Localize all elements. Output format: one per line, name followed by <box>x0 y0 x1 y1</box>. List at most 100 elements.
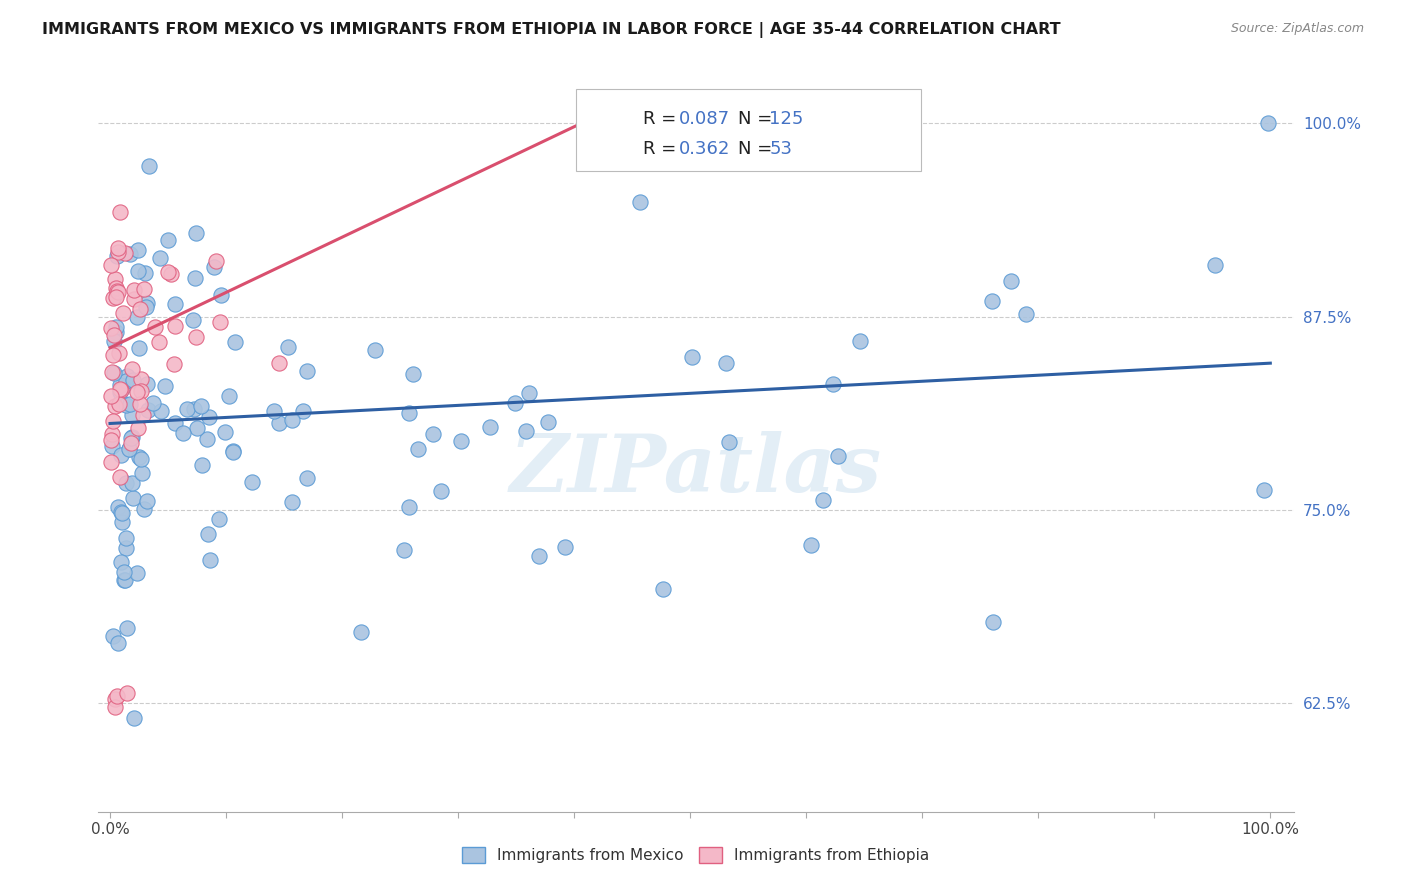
Point <box>108 346 131 360</box>
Point <box>136 494 159 508</box>
Point <box>101 629 124 643</box>
Point <box>652 582 675 597</box>
Text: R =: R = <box>643 110 682 128</box>
Point <box>1257 116 1279 130</box>
Text: N =: N = <box>738 110 778 128</box>
Point <box>128 396 150 410</box>
Point <box>100 365 122 379</box>
Point <box>103 366 125 380</box>
Point <box>105 280 128 294</box>
Point <box>104 699 127 714</box>
Point <box>149 404 172 418</box>
Point <box>134 266 156 280</box>
Text: ZIPatlas: ZIPatlas <box>510 432 882 508</box>
Point <box>118 442 141 456</box>
Point <box>190 458 212 473</box>
Point <box>104 399 127 413</box>
Point <box>115 368 138 383</box>
Point <box>127 310 149 325</box>
Point <box>122 283 145 297</box>
Point <box>101 291 124 305</box>
Point <box>104 271 127 285</box>
Point <box>120 397 142 411</box>
Point <box>108 397 131 411</box>
Point <box>536 415 558 429</box>
Point <box>134 282 156 296</box>
Point <box>263 404 285 418</box>
Point <box>295 471 318 485</box>
Point <box>127 384 149 399</box>
Point <box>827 449 849 463</box>
Point <box>554 541 576 555</box>
Point <box>163 416 186 430</box>
Point <box>267 356 290 370</box>
Point <box>115 621 138 635</box>
Text: 53: 53 <box>769 140 792 158</box>
Point <box>218 389 240 403</box>
Point <box>114 573 136 587</box>
Point <box>135 301 157 315</box>
Point <box>195 432 218 446</box>
Point <box>110 505 132 519</box>
Point <box>111 306 134 320</box>
Point <box>184 329 207 343</box>
Point <box>143 320 166 334</box>
Point <box>131 466 153 480</box>
Point <box>108 205 131 219</box>
Point <box>117 685 139 699</box>
Point <box>107 241 129 255</box>
Point <box>202 260 225 274</box>
Point <box>112 380 135 394</box>
Point <box>292 404 315 418</box>
Point <box>350 624 373 639</box>
Point <box>135 377 157 392</box>
Point <box>118 247 141 261</box>
Point <box>136 295 159 310</box>
Point <box>100 258 122 272</box>
Point <box>402 367 425 381</box>
Text: 0.087: 0.087 <box>679 110 730 128</box>
Point <box>208 512 231 526</box>
Point <box>222 444 245 458</box>
Point <box>281 494 304 508</box>
Point <box>1204 258 1226 272</box>
Point <box>114 246 136 260</box>
Point <box>162 357 184 371</box>
Point <box>131 408 153 422</box>
Point <box>398 500 420 514</box>
Point <box>240 475 263 489</box>
Point <box>222 444 245 458</box>
Point <box>406 442 429 456</box>
Point <box>100 433 122 447</box>
Point <box>1253 483 1275 498</box>
Point <box>157 233 180 247</box>
Point <box>110 448 132 462</box>
Point <box>183 270 205 285</box>
Text: Source: ZipAtlas.com: Source: ZipAtlas.com <box>1230 22 1364 36</box>
Point <box>714 356 737 370</box>
Point <box>129 372 152 386</box>
Text: R =: R = <box>643 140 682 158</box>
Point <box>125 566 148 580</box>
Point <box>107 245 129 260</box>
Point <box>849 334 872 348</box>
Point <box>277 340 299 354</box>
Point <box>122 711 145 725</box>
Point <box>980 293 1002 308</box>
Point <box>479 420 502 434</box>
Point <box>114 574 136 588</box>
Point <box>115 398 138 412</box>
Point <box>110 382 132 396</box>
Point <box>114 531 136 545</box>
Text: 0.362: 0.362 <box>679 140 731 158</box>
Point <box>127 263 149 277</box>
Point <box>100 389 122 403</box>
Point <box>108 384 131 399</box>
Point <box>111 515 134 529</box>
Point <box>107 249 129 263</box>
Point <box>172 425 194 440</box>
Point <box>121 476 143 491</box>
Point <box>163 297 186 311</box>
Point <box>717 435 740 450</box>
Point <box>100 455 122 469</box>
